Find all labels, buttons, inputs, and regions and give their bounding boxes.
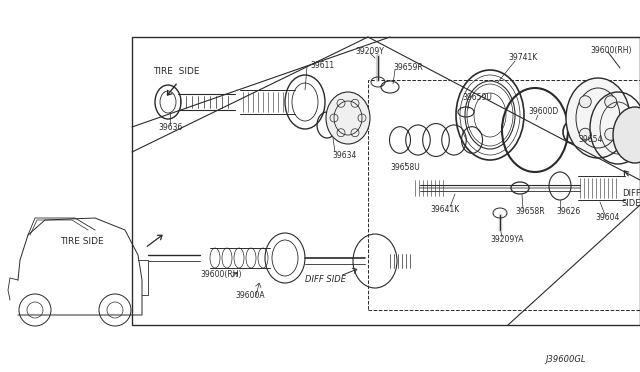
Text: 39600(RH): 39600(RH) [200, 270, 241, 279]
Circle shape [605, 96, 617, 108]
Text: 39741K: 39741K [508, 54, 537, 62]
Ellipse shape [326, 92, 370, 144]
Text: 39209YA: 39209YA [490, 235, 524, 244]
Text: TIRE SIDE: TIRE SIDE [60, 237, 104, 247]
Text: 39604: 39604 [595, 214, 620, 222]
Ellipse shape [613, 107, 640, 163]
Circle shape [605, 128, 617, 140]
Bar [132, 37, 640, 325]
Text: 39659U: 39659U [462, 93, 492, 103]
Bar [368, 80, 640, 310]
Text: 39658R: 39658R [515, 208, 545, 217]
Ellipse shape [566, 78, 630, 158]
Text: 39634: 39634 [332, 151, 356, 160]
Text: DIFF: DIFF [622, 189, 640, 198]
Text: 39611: 39611 [310, 61, 334, 70]
Text: 39209Y: 39209Y [355, 48, 384, 57]
Text: 39654: 39654 [578, 135, 602, 144]
Text: 39600A: 39600A [235, 291, 264, 299]
Text: J39600GL: J39600GL [545, 356, 586, 365]
Text: 39658U: 39658U [390, 164, 420, 173]
Text: 39659R: 39659R [393, 62, 423, 71]
Text: 39600D: 39600D [528, 108, 558, 116]
Text: 39641K: 39641K [430, 205, 460, 215]
Text: DIFF SIDE: DIFF SIDE [305, 276, 346, 285]
Text: 39600(RH): 39600(RH) [590, 45, 632, 55]
Text: 39626: 39626 [556, 208, 580, 217]
Circle shape [579, 96, 591, 108]
Text: 39636: 39636 [158, 124, 182, 132]
Circle shape [579, 128, 591, 140]
Text: SIDE: SIDE [622, 199, 640, 208]
Text: TIRE  SIDE: TIRE SIDE [153, 67, 200, 77]
